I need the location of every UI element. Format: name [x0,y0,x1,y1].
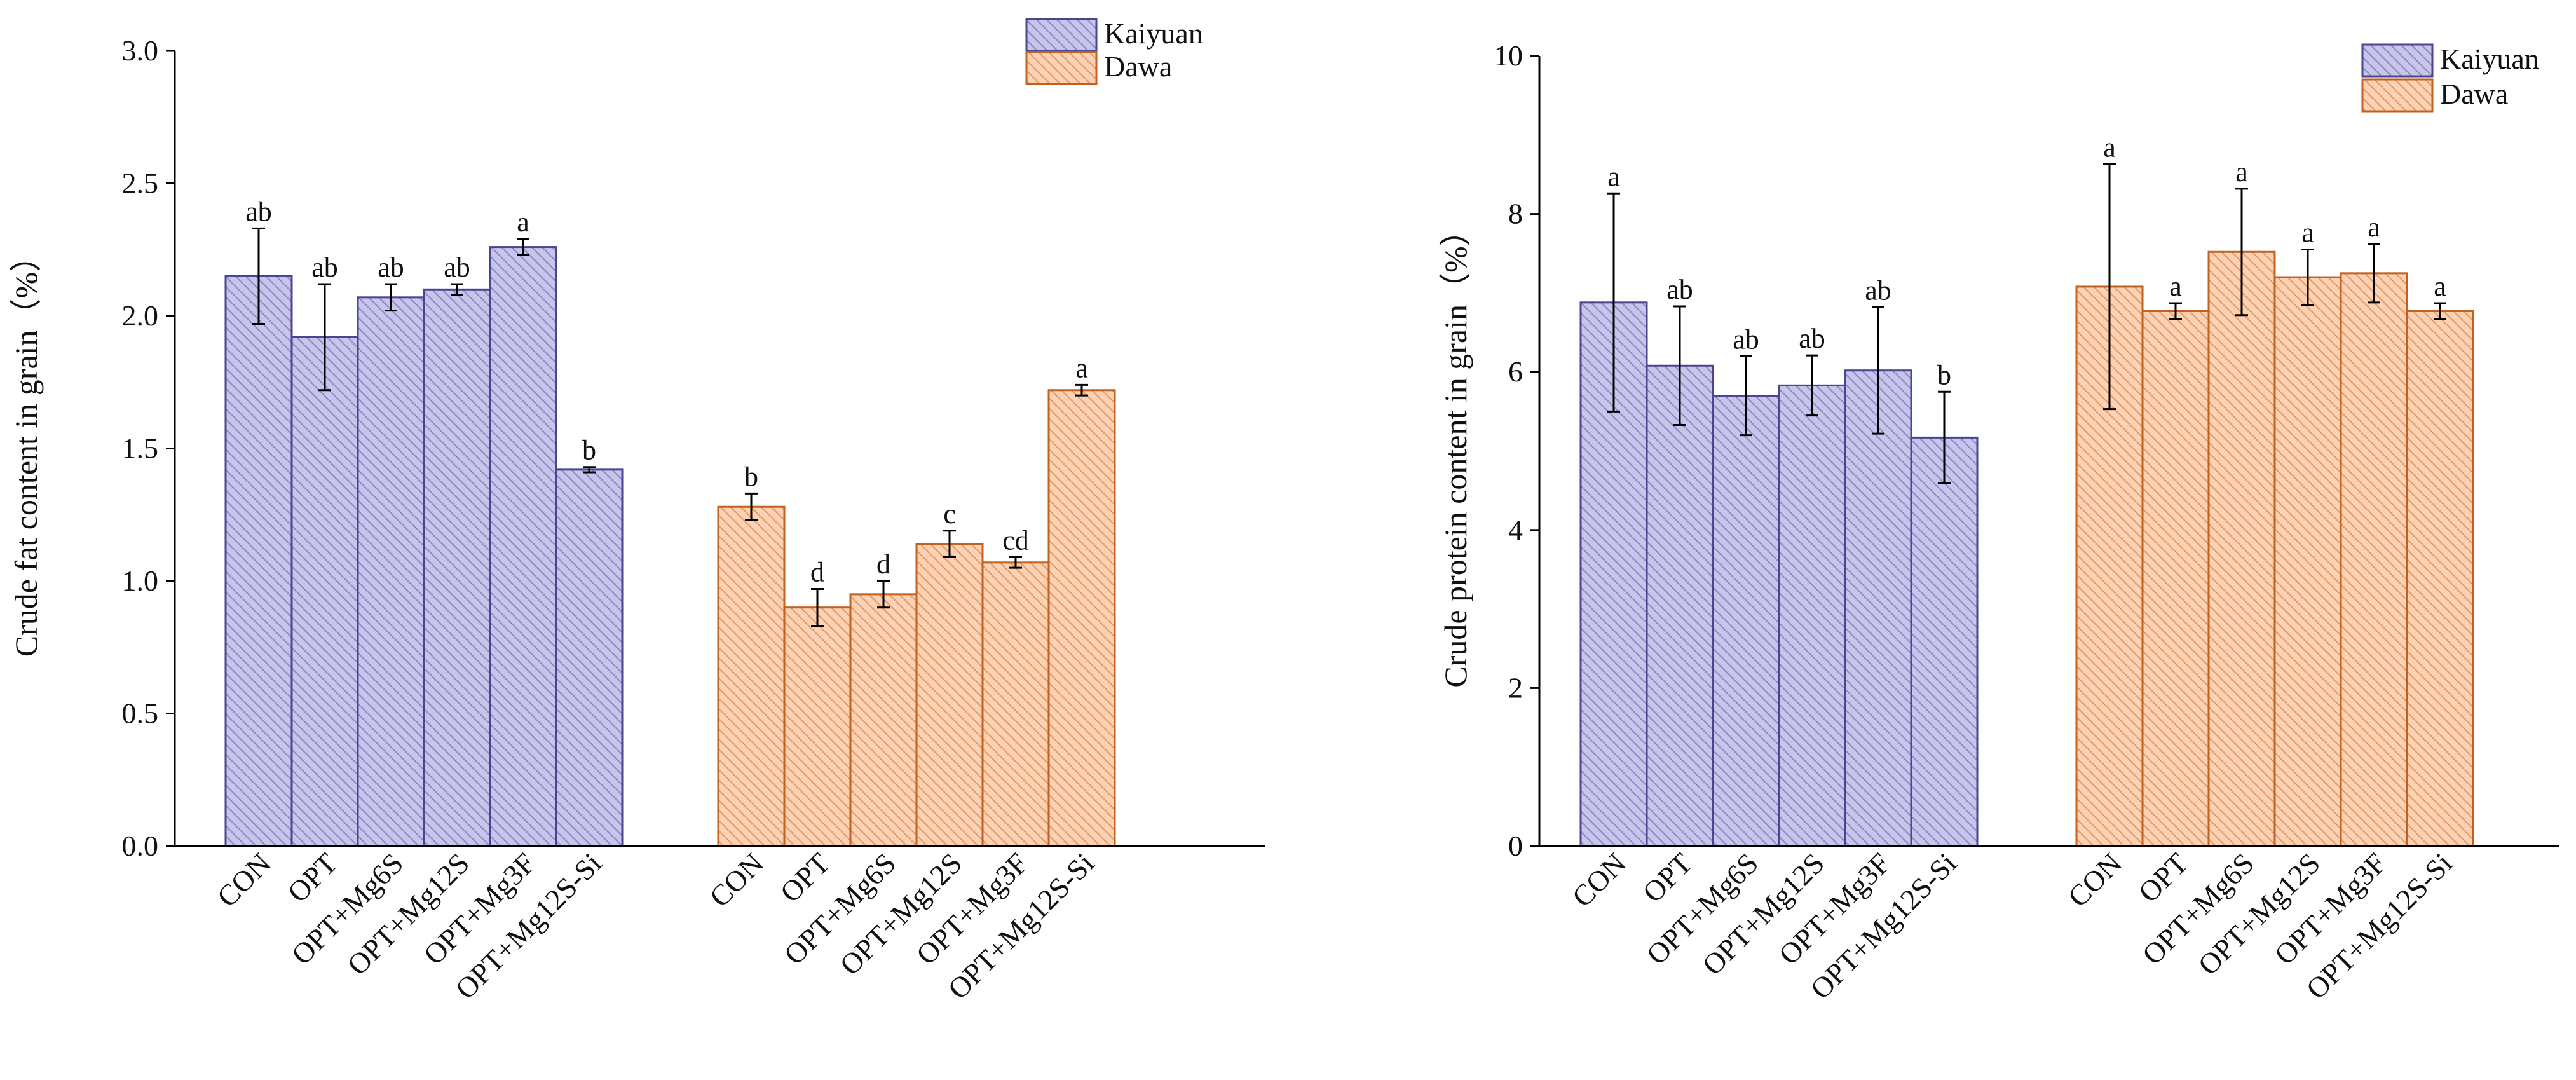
significance-letter: a [2368,212,2380,243]
legend-swatch-dawa [2361,78,2434,113]
bar-kaiyuan-opt-mg12s-si [1910,436,1979,847]
y-tick-label: 6 [1508,355,1523,388]
bar-dawa-opt [2141,310,2210,847]
legend-swatch-kaiyuan [1025,18,1098,52]
significance-letter: ab [1733,324,1759,355]
significance-letter: a [517,207,529,238]
significance-letter: a [1607,161,1620,192]
bar-dawa-opt [783,606,852,847]
significance-letter: ab [378,252,404,283]
bar-dawa-opt-mg12s [2273,276,2342,847]
significance-letter: b [582,435,596,466]
bar-dawa-opt-mg6s [849,593,918,847]
significance-letter: b [1937,359,1951,390]
significance-letter: d [810,557,824,588]
significance-letter: ab [444,252,470,283]
y-tick-label: 4 [1508,514,1523,546]
legend-label-kaiyuan: Kaiyuan [2440,43,2539,75]
bar-dawa-opt-mg6s [2207,250,2276,847]
bar-kaiyuan-opt-mg12s [423,288,491,847]
bar-kaiyuan-opt [1646,364,1714,847]
significance-letter: a [1075,352,1088,383]
y-tick-label: 1.5 [122,432,159,465]
y-tick-label: 2.0 [122,299,159,332]
crude-protein-chart-panel: a CON ab OPT ab OPT+Mg6S ab OPT+Mg12S ab OPT+Mg3F… [1288,0,2576,1077]
significance-letter: a [2434,271,2446,302]
legend-label-kaiyuan: Kaiyuan [1104,17,1203,50]
x-tick-label: CON [210,847,277,913]
bar-kaiyuan-opt-mg6s [1712,394,1780,847]
bar-dawa-con [717,505,786,847]
significance-letter: ab [1799,323,1825,354]
significance-letter: cd [1002,524,1029,556]
significance-letter: ab [245,196,272,227]
bar-kaiyuan-opt-mg3f [489,246,557,847]
significance-letter: d [876,549,890,580]
y-axis-title: Crude protein content in grain（%） [1438,214,1473,687]
bar-kaiyuan-opt [290,336,359,847]
y-tick-label: 10 [1494,39,1523,72]
bar-dawa-opt-mg3f [981,561,1050,847]
significance-letter: a [2235,156,2248,188]
y-tick-label: 0.5 [122,697,159,730]
y-tick-label: 2 [1508,671,1523,704]
y-tick-label: 0.0 [122,830,159,862]
legend-label-dawa: Dawa [1104,50,1172,83]
y-tick-label: 0 [1508,830,1523,862]
bar-kaiyuan-con [224,275,293,847]
significance-letter: ab [1865,275,1891,306]
y-tick-label: 2.5 [122,167,159,200]
y-tick-label: 8 [1508,198,1523,230]
x-tick-label: CON [1565,847,1632,913]
significance-letter: ab [311,252,338,283]
bar-kaiyuan-opt-mg12s-si [555,468,624,847]
bar-dawa-opt-mg12s [915,543,984,847]
y-tick-label: 1.0 [122,564,159,597]
legend-swatch-kaiyuan [2361,43,2434,78]
significance-letter: ab [1666,274,1693,305]
crude-fat-chart-panel: ab CON ab OPT ab OPT+Mg6S ab OPT+Mg12S a OPT+Mg3F… [0,0,1288,1077]
significance-letter: b [744,461,758,492]
significance-letter: a [2169,271,2182,302]
bar-dawa-opt-mg12s-si [2406,310,2474,847]
bar-kaiyuan-opt-mg3f [1844,369,1912,847]
x-tick-label: CON [2061,847,2128,913]
legend-label-dawa: Dawa [2440,78,2508,110]
significance-letter: a [2103,132,2116,163]
crude-fat-chart: abCONabOPTabOPT+Mg6SabOPT+Mg12SaOPT+Mg3F… [8,17,1265,1006]
bar-dawa-opt-mg12s-si [1047,389,1116,847]
x-tick-label: CON [703,847,770,913]
bar-dawa-opt-mg3f [2340,272,2408,847]
crude-protein-chart: aCONabOPTabOPT+Mg6SabOPT+Mg12SabOPT+Mg3F… [1438,39,2559,1006]
y-tick-label: 3.0 [122,34,159,67]
significance-letter: a [2301,217,2314,249]
significance-letter: c [943,498,956,530]
bar-kaiyuan-opt-mg6s [357,296,425,847]
bar-kaiyuan-opt-mg12s [1778,384,1846,847]
legend-swatch-dawa [1025,51,1098,85]
y-axis-title: Crude fat content in grain（%） [8,240,44,657]
